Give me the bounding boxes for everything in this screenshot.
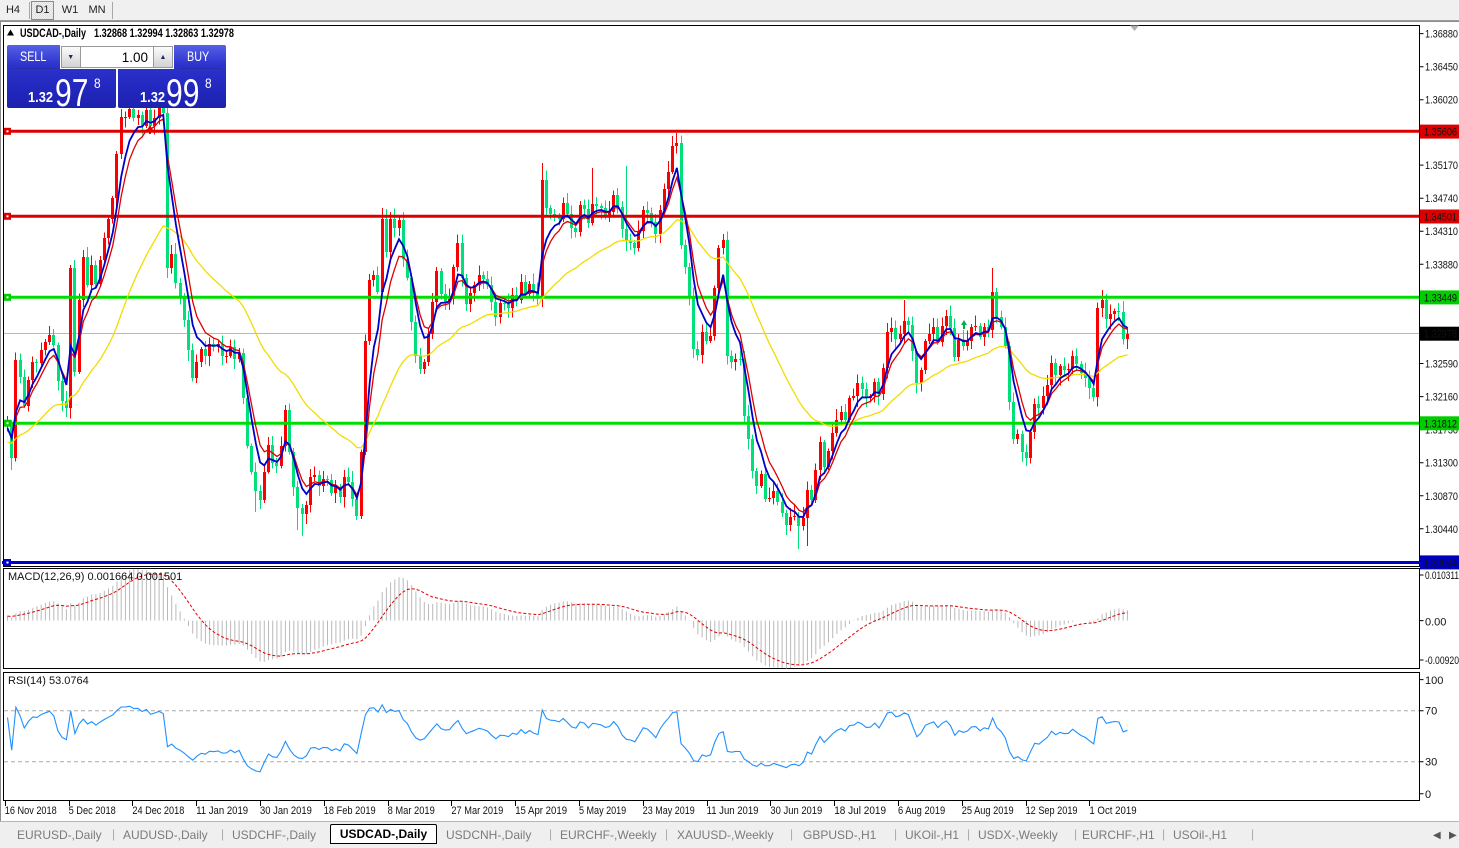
svg-text:1.34310: 1.34310 (1425, 226, 1458, 238)
svg-text:1.32978: 1.32978 (1424, 329, 1457, 341)
svg-text:0.010311: 0.010311 (1425, 570, 1459, 582)
svg-text:25 Aug 2019: 25 Aug 2019 (962, 805, 1014, 817)
svg-text:15 Apr 2019: 15 Apr 2019 (515, 805, 567, 817)
svg-text:MACD(12,26,9) 0.001664 0.00150: MACD(12,26,9) 0.001664 0.001501 (8, 571, 182, 583)
svg-text:1.32590: 1.32590 (1425, 359, 1458, 371)
svg-text:1.30870: 1.30870 (1425, 491, 1458, 503)
svg-text:30 Jan 2019: 30 Jan 2019 (260, 805, 312, 817)
svg-text:8 Mar 2019: 8 Mar 2019 (388, 805, 435, 817)
svg-text:1.35170: 1.35170 (1425, 160, 1458, 172)
svg-text:1.33880: 1.33880 (1425, 259, 1458, 271)
svg-text:0: 0 (1425, 789, 1431, 801)
svg-text:1.32160: 1.32160 (1425, 392, 1458, 404)
svg-text:1.30440: 1.30440 (1425, 524, 1458, 536)
svg-text:16 Nov 2018: 16 Nov 2018 (5, 805, 57, 817)
svg-text:11 Jan 2019: 11 Jan 2019 (196, 805, 248, 817)
svg-text:1.32868 1.32994 1.32863 1.3297: 1.32868 1.32994 1.32863 1.32978 (94, 28, 234, 40)
svg-text:1.34501: 1.34501 (1424, 212, 1457, 224)
svg-text:1.30004: 1.30004 (1424, 557, 1457, 569)
svg-text:18 Feb 2019: 18 Feb 2019 (324, 805, 376, 817)
svg-text:USDCAD-,Daily: USDCAD-,Daily (20, 28, 86, 40)
svg-text:0.00: 0.00 (1425, 617, 1446, 629)
svg-text:24 Dec 2018: 24 Dec 2018 (132, 805, 184, 817)
svg-text:1.36020: 1.36020 (1425, 95, 1458, 107)
svg-text:30 Jun 2019: 30 Jun 2019 (770, 805, 822, 817)
svg-text:30: 30 (1425, 757, 1437, 769)
svg-text:1.35606: 1.35606 (1424, 127, 1457, 139)
svg-text:23 May 2019: 23 May 2019 (643, 805, 695, 817)
svg-text:12 Sep 2019: 12 Sep 2019 (1026, 805, 1078, 817)
svg-text:100: 100 (1425, 675, 1443, 687)
svg-text:1.31300: 1.31300 (1425, 458, 1458, 470)
svg-text:5 May 2019: 5 May 2019 (579, 805, 626, 817)
svg-text:5 Dec 2018: 5 Dec 2018 (69, 805, 116, 817)
svg-text:1.33449: 1.33449 (1424, 292, 1457, 304)
svg-text:1 Oct 2019: 1 Oct 2019 (1089, 805, 1136, 817)
svg-text:18 Jul 2019: 18 Jul 2019 (834, 805, 886, 817)
svg-text:1.36450: 1.36450 (1425, 62, 1458, 74)
svg-text:1.34740: 1.34740 (1425, 193, 1458, 205)
svg-text:1.36880: 1.36880 (1425, 29, 1458, 41)
svg-text:1.31812: 1.31812 (1424, 418, 1457, 430)
svg-text:6 Aug 2019: 6 Aug 2019 (898, 805, 945, 817)
svg-text:27 Mar 2019: 27 Mar 2019 (451, 805, 503, 817)
svg-text:70: 70 (1425, 706, 1437, 718)
svg-text:RSI(14) 53.0764: RSI(14) 53.0764 (8, 675, 89, 687)
svg-text:-0.00920: -0.00920 (1425, 655, 1459, 667)
svg-text:11 Jun 2019: 11 Jun 2019 (707, 805, 759, 817)
